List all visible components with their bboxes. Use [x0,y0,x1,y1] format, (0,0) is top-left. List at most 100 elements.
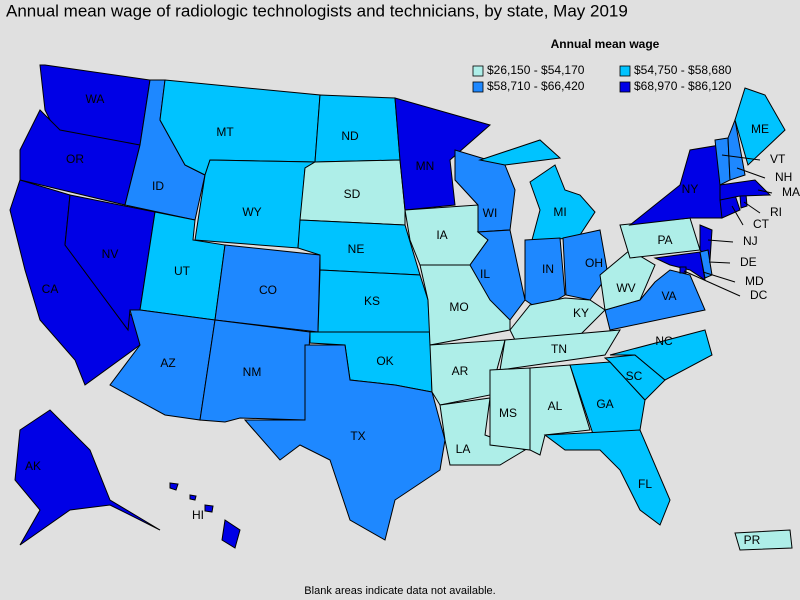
state-label: RI [770,205,782,219]
state [394,97,492,211]
state-label: OR [66,152,84,166]
state [169,482,179,491]
state-label: MA [782,185,800,199]
state-labels: WA OR CA NV ID MT WY UT CO AZ NM ND SD NE KS OK TX MN IA MO… [25,92,800,547]
state-label: WI [483,206,498,220]
state-label: CO [259,283,277,297]
map-title: Annual mean wage of radiologic technolog… [6,1,628,20]
state-label: SC [626,369,643,383]
legend-swatch [619,81,631,93]
state [543,429,671,526]
state-label: NY [682,182,699,196]
state [727,118,746,181]
state-label: SD [344,187,361,201]
state-label: OK [376,354,393,368]
legend-swatch [472,65,484,77]
leader-line [707,239,734,243]
state-label: WY [242,205,261,219]
leader-line [736,167,766,179]
state-label: UT [174,264,191,278]
state [569,361,646,441]
state-label: MD [745,274,764,288]
state-label: NC [655,334,673,348]
state [14,409,161,546]
leader-line [731,205,744,226]
legend-title: Annual mean wage [551,37,660,51]
state-label: WV [616,281,635,295]
legend-label: $68,970 - $86,120 [634,79,732,93]
state [719,179,772,201]
state-label: HI [192,508,204,522]
state-label: ME [751,122,769,136]
leader-line [721,154,761,161]
state-label: DE [740,255,757,269]
state-label: ND [341,129,359,143]
state-label: AR [452,364,469,378]
state-label: PA [657,233,672,247]
state [204,504,214,513]
state-label: VA [661,289,676,303]
state-label: ID [152,179,164,193]
state-label: NE [348,242,365,256]
leader-line [743,201,761,214]
state-label: AL [548,399,563,413]
state-label: MI [553,205,566,219]
state [194,159,317,249]
state [529,164,596,241]
state-label: NJ [743,234,758,248]
state-label: DC [750,288,768,302]
legend-swatch [472,81,484,93]
state [439,397,527,466]
state [429,339,506,406]
state-label: NH [775,170,792,184]
state-label: LA [456,442,471,456]
state [562,229,609,301]
state [221,519,241,549]
state-label: TN [551,342,567,356]
states [9,64,793,551]
state-label: PR [744,533,761,547]
state-label: KY [573,306,589,320]
state [679,266,687,274]
state [609,329,713,381]
state [599,249,656,311]
state [243,344,446,541]
state-label: MO [449,300,468,314]
state [478,139,562,166]
state-label: CT [753,217,770,231]
state-label: FL [638,477,652,491]
leader-line [702,271,736,283]
legend-label: $54,750 - $58,680 [634,63,732,77]
state [189,494,197,501]
state [734,529,793,551]
state-label: TX [350,429,365,443]
legend-swatch [619,65,631,77]
state-label: WA [86,92,105,106]
state [653,251,706,282]
state-label: IA [436,228,447,242]
state-label: AK [25,459,41,473]
leader-line [683,270,741,297]
leader-line [757,189,773,194]
state-label: IN [542,262,554,276]
state-label: MS [499,406,517,420]
state-label: MT [216,125,234,139]
state-label: GA [596,397,613,411]
state-label: AZ [160,356,175,370]
state [734,87,786,166]
leader-line [708,261,731,264]
state [499,329,621,371]
note: Blank areas indicate data not available. [304,585,495,597]
legend-label: $26,150 - $54,170 [487,63,585,77]
state-label: IL [480,267,490,281]
state-label: NV [102,247,119,261]
state-label: VT [770,152,786,166]
state-label: OH [585,256,603,270]
state-label: NM [243,365,262,379]
state-label: CA [42,282,59,296]
state [469,229,526,321]
state-label: MN [416,159,435,173]
state-label: KS [364,294,380,308]
legend-label: $58,710 - $66,420 [487,79,585,93]
